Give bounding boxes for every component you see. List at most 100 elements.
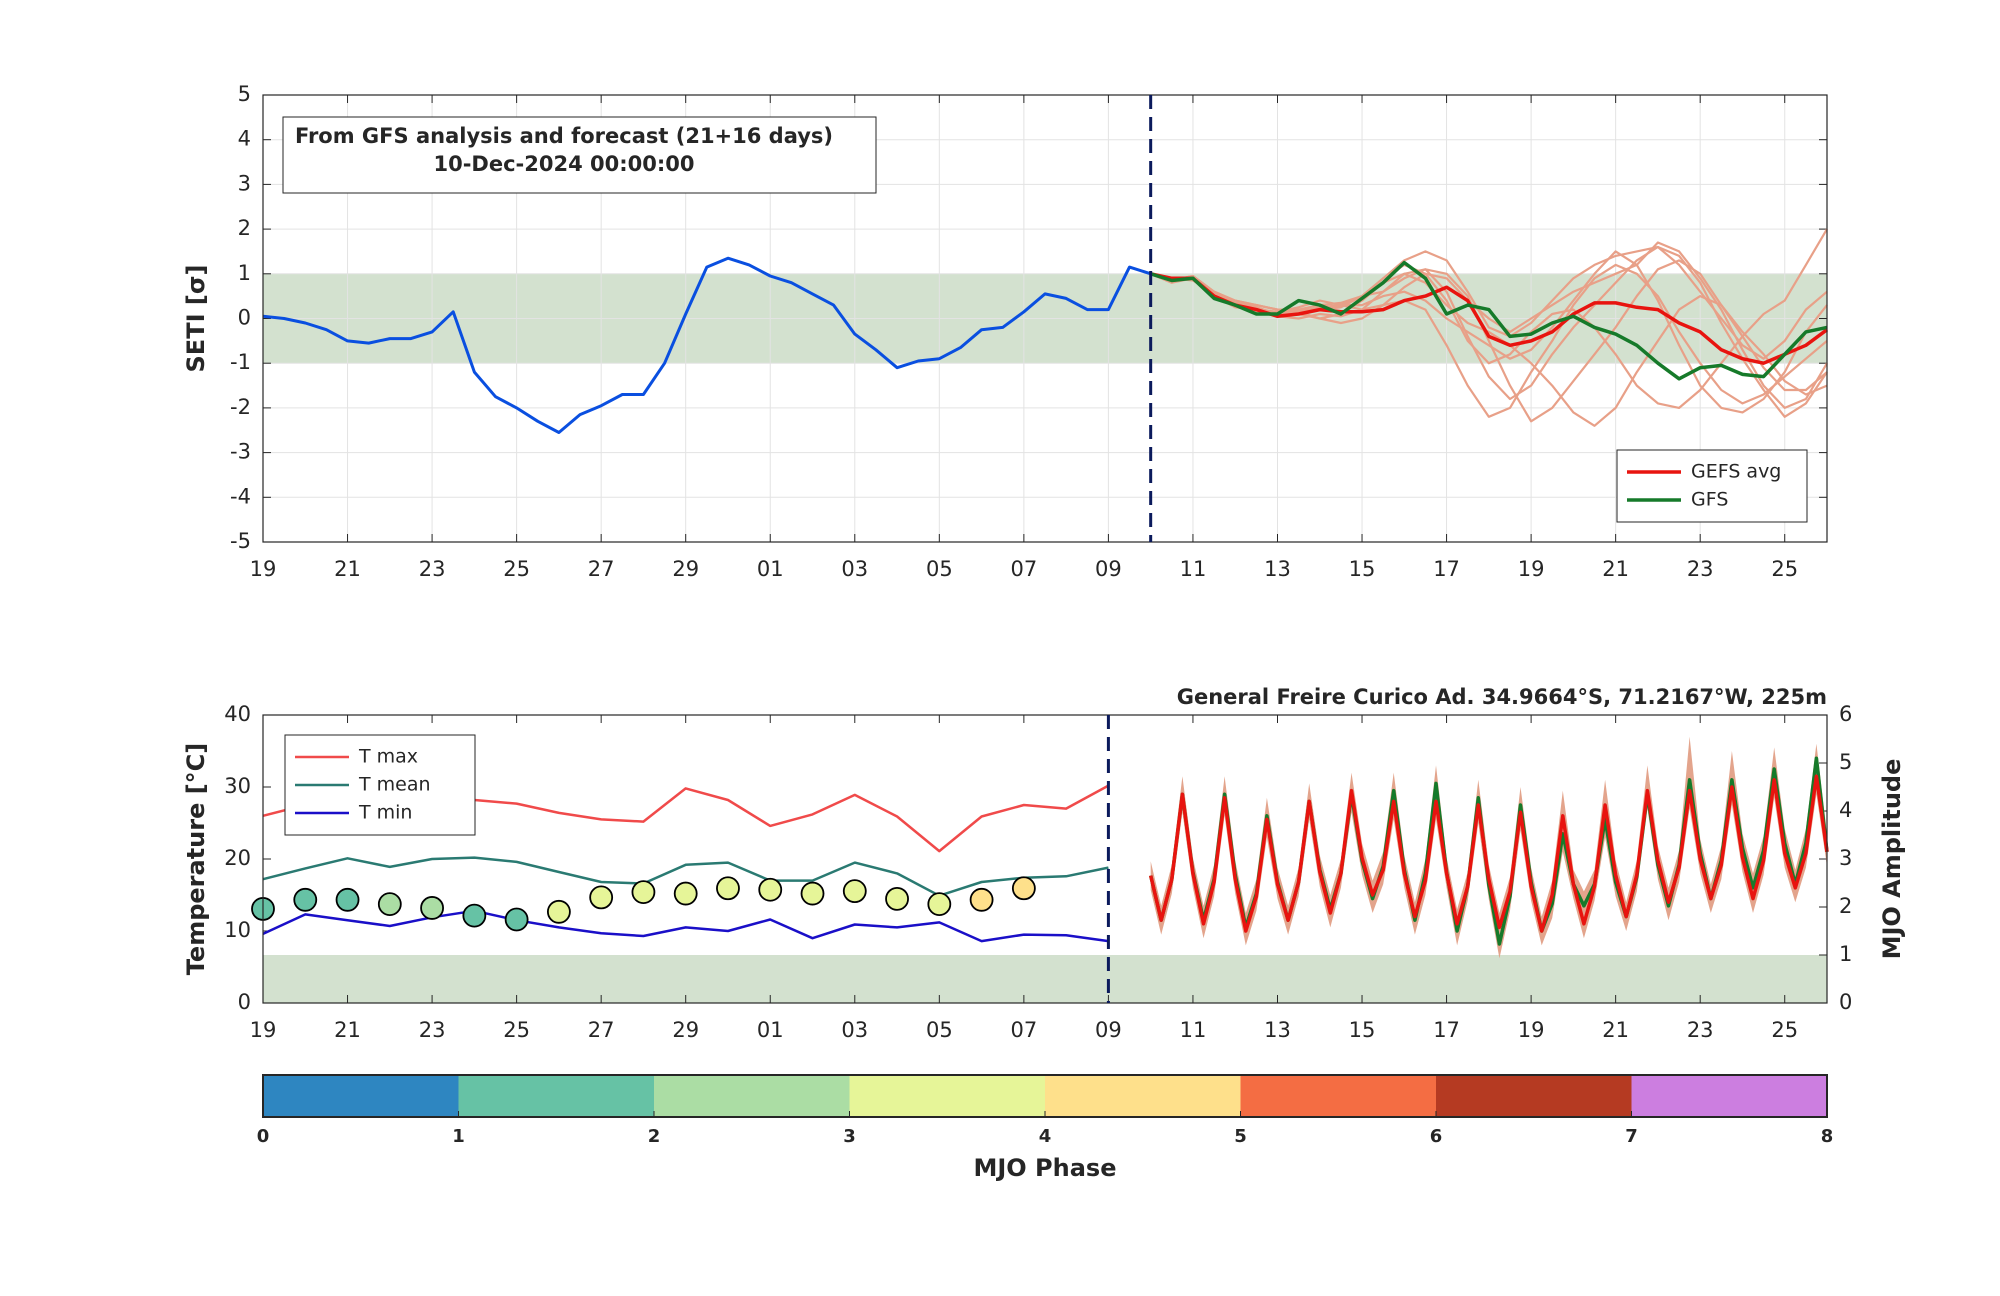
x-tick-label: 27 xyxy=(588,1018,615,1042)
y-tick-label: 1 xyxy=(238,261,251,285)
x-tick-label: 21 xyxy=(1602,557,1629,581)
axes-frame xyxy=(262,94,1828,543)
y-tick-label: -5 xyxy=(230,529,251,553)
normal-band xyxy=(263,955,1827,1003)
y-tick-label: 4 xyxy=(238,127,251,151)
mjo-dot xyxy=(758,877,783,902)
mjo-dot xyxy=(716,876,740,901)
y-tick-label: 0 xyxy=(238,306,251,330)
x-tick-label: 23 xyxy=(419,557,446,581)
forecast-line xyxy=(1150,260,1828,381)
mjo-dot xyxy=(546,899,571,924)
colorbar-tick-label: 8 xyxy=(1821,1126,1834,1147)
colorbar-segment xyxy=(1436,1075,1632,1117)
temperature-line xyxy=(262,856,1109,897)
mjo-dot xyxy=(504,907,529,932)
colorbar-tick-label: 1 xyxy=(452,1126,465,1147)
colorbar-segment xyxy=(654,1075,850,1117)
x-tick-label: 11 xyxy=(1180,557,1207,581)
x-tick-label: 19 xyxy=(250,557,277,581)
y-axis-label: Temperature [°C] xyxy=(182,743,210,976)
legend-label: T mean xyxy=(358,774,431,796)
y2-tick-label: 3 xyxy=(1839,846,1852,870)
y-tick-label: 40 xyxy=(224,702,251,726)
x-tick-label: 27 xyxy=(588,557,615,581)
colorbar-tick-label: 6 xyxy=(1430,1126,1443,1147)
legend-label: T max xyxy=(358,746,418,768)
analysis-line xyxy=(262,256,1152,434)
x-tick-label: 09 xyxy=(1095,557,1122,581)
x-tick-label: 03 xyxy=(841,557,868,581)
mjo-dot xyxy=(335,887,360,912)
y2-tick-label: 4 xyxy=(1839,798,1852,822)
x-tick-label: 25 xyxy=(1771,557,1798,581)
colorbar-segment xyxy=(1045,1075,1241,1117)
mjo-dot xyxy=(885,886,909,911)
y-tick-label: 3 xyxy=(238,171,251,195)
legend-label: GEFS avg xyxy=(1691,461,1781,483)
x-tick-label: 21 xyxy=(1602,1018,1629,1042)
x-tick-label: 19 xyxy=(1518,1018,1545,1042)
chart-title: General Freire Curico Ad. 34.9664°S, 71.… xyxy=(1177,685,1827,709)
annotation: 10-Dec-2024 00:00:00 xyxy=(433,152,694,176)
axes-frame xyxy=(262,714,1828,1004)
x-tick-label: 07 xyxy=(1010,557,1037,581)
x-tick-label: 15 xyxy=(1349,1018,1376,1042)
x-tick-label: 21 xyxy=(334,557,361,581)
y2-tick-label: 5 xyxy=(1839,750,1852,774)
x-tick-label: 11 xyxy=(1180,1018,1207,1042)
x-tick-label: 01 xyxy=(757,557,784,581)
y-tick-label: -2 xyxy=(230,395,251,419)
mjo-dot xyxy=(462,903,487,928)
y2-tick-label: 0 xyxy=(1839,990,1852,1014)
x-tick-label: 25 xyxy=(503,557,530,581)
colorbar-label: MJO Phase xyxy=(973,1154,1116,1182)
mjo-dot xyxy=(927,892,952,917)
forecast-line xyxy=(1148,774,1829,933)
y2-axis-label: MJO Amplitude xyxy=(1878,759,1906,960)
y2-tick-label: 6 xyxy=(1839,702,1852,726)
colorbar-tick-label: 7 xyxy=(1625,1126,1638,1147)
x-tick-label: 19 xyxy=(250,1018,277,1042)
colorbar-segment xyxy=(849,1075,1045,1117)
colorbar-tick-label: 4 xyxy=(1039,1126,1052,1147)
colorbar-segment xyxy=(1240,1075,1436,1117)
x-tick-label: 17 xyxy=(1433,557,1460,581)
y-tick-label: 10 xyxy=(224,918,251,942)
x-tick-label: 25 xyxy=(1771,1018,1798,1042)
y-axis-label: SETI [σ] xyxy=(182,265,210,373)
y-tick-label: 5 xyxy=(238,82,251,106)
legend-label: GFS xyxy=(1691,489,1728,511)
y-tick-label: 20 xyxy=(224,846,251,870)
colorbar-segment xyxy=(458,1075,654,1117)
mjo-dot xyxy=(1011,876,1036,901)
colorbar-tick-label: 3 xyxy=(843,1126,856,1147)
legend-label: T min xyxy=(358,802,412,824)
x-tick-label: 23 xyxy=(1687,1018,1714,1042)
x-tick-label: 03 xyxy=(841,1018,868,1042)
x-tick-label: 29 xyxy=(672,1018,699,1042)
x-tick-label: 19 xyxy=(1518,557,1545,581)
x-tick-label: 21 xyxy=(334,1018,361,1042)
mjo-dot xyxy=(800,881,825,906)
y-tick-label: 2 xyxy=(238,216,251,240)
mjo-dot xyxy=(842,879,867,904)
colorbar-tick-label: 2 xyxy=(648,1126,661,1147)
x-tick-label: 23 xyxy=(1687,557,1714,581)
mjo-dot xyxy=(969,887,994,912)
y-tick-label: 0 xyxy=(238,990,251,1014)
x-tick-label: 13 xyxy=(1264,1018,1291,1042)
x-tick-label: 13 xyxy=(1264,557,1291,581)
y-tick-label: 30 xyxy=(224,774,251,798)
x-tick-label: 05 xyxy=(926,1018,953,1042)
legend-box xyxy=(1616,449,1808,523)
annotation-box xyxy=(282,116,877,194)
x-tick-label: 25 xyxy=(503,1018,530,1042)
y-tick-label: -1 xyxy=(230,350,251,374)
x-tick-label: 29 xyxy=(672,557,699,581)
colorbar-segment xyxy=(1631,1075,1827,1117)
x-tick-label: 01 xyxy=(757,1018,784,1042)
x-tick-label: 05 xyxy=(926,557,953,581)
